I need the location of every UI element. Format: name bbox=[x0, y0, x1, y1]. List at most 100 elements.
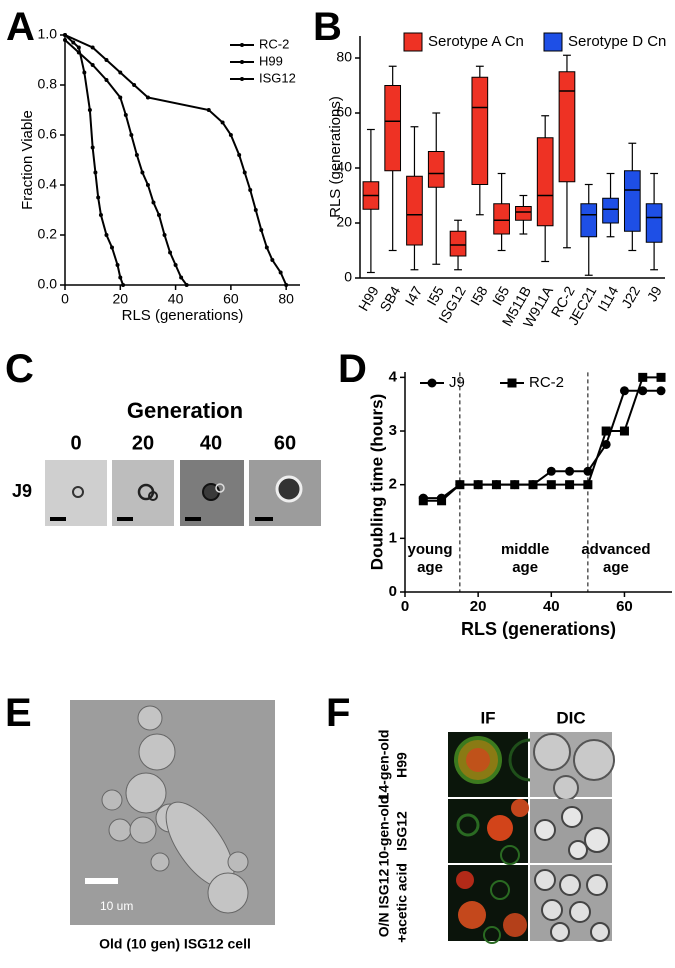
x-tick-label: 0 bbox=[61, 291, 69, 307]
marker bbox=[145, 183, 150, 187]
y-tick-label: 0 bbox=[344, 269, 352, 285]
x-tick-label: 60 bbox=[616, 598, 633, 615]
x-tick-label: I58 bbox=[467, 283, 491, 308]
generation-label: 60 bbox=[274, 432, 296, 454]
marker bbox=[132, 83, 137, 87]
marker bbox=[90, 145, 95, 150]
legend-marker bbox=[240, 77, 244, 81]
x-tick-label: 20 bbox=[470, 598, 487, 615]
marker bbox=[118, 70, 123, 75]
marker bbox=[228, 133, 233, 137]
row-label-line: O/N ISG12 bbox=[376, 869, 392, 938]
y-tick-label: 1 bbox=[389, 529, 397, 546]
x-tick-label: I47 bbox=[402, 283, 426, 308]
marker bbox=[129, 133, 134, 137]
y-tick-label: 0.4 bbox=[38, 176, 58, 192]
marker bbox=[157, 213, 161, 217]
box bbox=[493, 203, 510, 235]
legend-label: Serotype A Cn bbox=[428, 33, 524, 50]
panel-title: Generation bbox=[127, 398, 243, 423]
box bbox=[645, 203, 663, 243]
y-tick-label: 0.0 bbox=[38, 276, 58, 292]
marker bbox=[145, 95, 150, 100]
marker bbox=[418, 496, 428, 506]
column-label: IF bbox=[480, 708, 495, 727]
x-axis-label: RLS (generations) bbox=[461, 619, 616, 639]
marker bbox=[638, 386, 648, 396]
legend-swatch bbox=[543, 32, 563, 52]
generation-label: 0 bbox=[70, 432, 81, 454]
marker bbox=[82, 70, 87, 75]
marker bbox=[118, 275, 123, 280]
marker bbox=[656, 372, 666, 382]
marker bbox=[248, 188, 253, 192]
legend-label: ISG12 bbox=[259, 70, 296, 85]
legend-marker bbox=[507, 378, 517, 388]
marker bbox=[437, 496, 447, 506]
marker bbox=[278, 270, 283, 275]
marker bbox=[115, 263, 120, 267]
panel-label: A bbox=[6, 5, 35, 49]
annotation: advanced bbox=[581, 541, 650, 558]
box bbox=[449, 230, 467, 257]
x-tick-label: 80 bbox=[278, 291, 294, 307]
x-tick-label: J9 bbox=[644, 283, 665, 304]
micrographs bbox=[448, 732, 615, 944]
y-tick-label: 0 bbox=[389, 583, 397, 600]
generation-label: 20 bbox=[132, 432, 154, 454]
marker bbox=[123, 113, 128, 117]
row-label-line: H99 bbox=[394, 752, 410, 778]
marker bbox=[546, 466, 556, 476]
annotation: young bbox=[408, 541, 453, 558]
x-tick-label: 20 bbox=[113, 291, 129, 307]
marker bbox=[270, 258, 275, 262]
marker bbox=[151, 200, 156, 205]
marker bbox=[168, 250, 173, 255]
marker bbox=[455, 480, 465, 490]
panel-label: D bbox=[338, 347, 367, 391]
x-tick-label: I114 bbox=[594, 283, 621, 314]
series-line bbox=[64, 34, 288, 286]
marker bbox=[528, 480, 538, 490]
annotation: age bbox=[603, 559, 629, 576]
caption: Old (10 gen) ISG12 cell bbox=[99, 936, 251, 952]
marker bbox=[619, 426, 629, 436]
y-axis-label: Doubling time (hours) bbox=[367, 394, 386, 571]
panel-label: F bbox=[326, 691, 350, 735]
marker bbox=[71, 40, 76, 45]
y-tick-label: 1.0 bbox=[38, 26, 58, 42]
marker bbox=[510, 480, 520, 490]
micrographs bbox=[45, 460, 321, 526]
x-tick-label: 40 bbox=[543, 598, 560, 615]
marker bbox=[134, 153, 139, 157]
marker bbox=[473, 480, 483, 490]
box bbox=[623, 170, 641, 232]
marker bbox=[93, 170, 98, 175]
marker bbox=[491, 480, 501, 490]
marker bbox=[90, 45, 95, 50]
legend-label: H99 bbox=[259, 53, 283, 68]
marker bbox=[96, 195, 101, 200]
strain-label: J9 bbox=[12, 481, 32, 501]
marker bbox=[565, 466, 575, 476]
legend-label: J9 bbox=[449, 374, 465, 391]
marker bbox=[220, 120, 225, 125]
y-tick-label: 0.2 bbox=[38, 226, 58, 242]
marker bbox=[179, 275, 184, 280]
marker bbox=[63, 38, 67, 42]
series-line bbox=[64, 34, 124, 286]
micrograph bbox=[70, 700, 275, 925]
scale-label: 10 um bbox=[100, 899, 133, 913]
marker bbox=[601, 426, 611, 436]
annotation: age bbox=[417, 559, 443, 576]
row-label: 14-gen-old H99 bbox=[376, 730, 410, 801]
marker bbox=[583, 480, 593, 490]
marker bbox=[104, 233, 109, 237]
marker bbox=[206, 108, 211, 112]
y-tick-label: 4 bbox=[389, 368, 398, 385]
annotation: age bbox=[512, 559, 538, 576]
legend-marker bbox=[240, 60, 244, 64]
marker bbox=[173, 263, 178, 267]
x-tick-label: SB4 bbox=[376, 283, 403, 314]
